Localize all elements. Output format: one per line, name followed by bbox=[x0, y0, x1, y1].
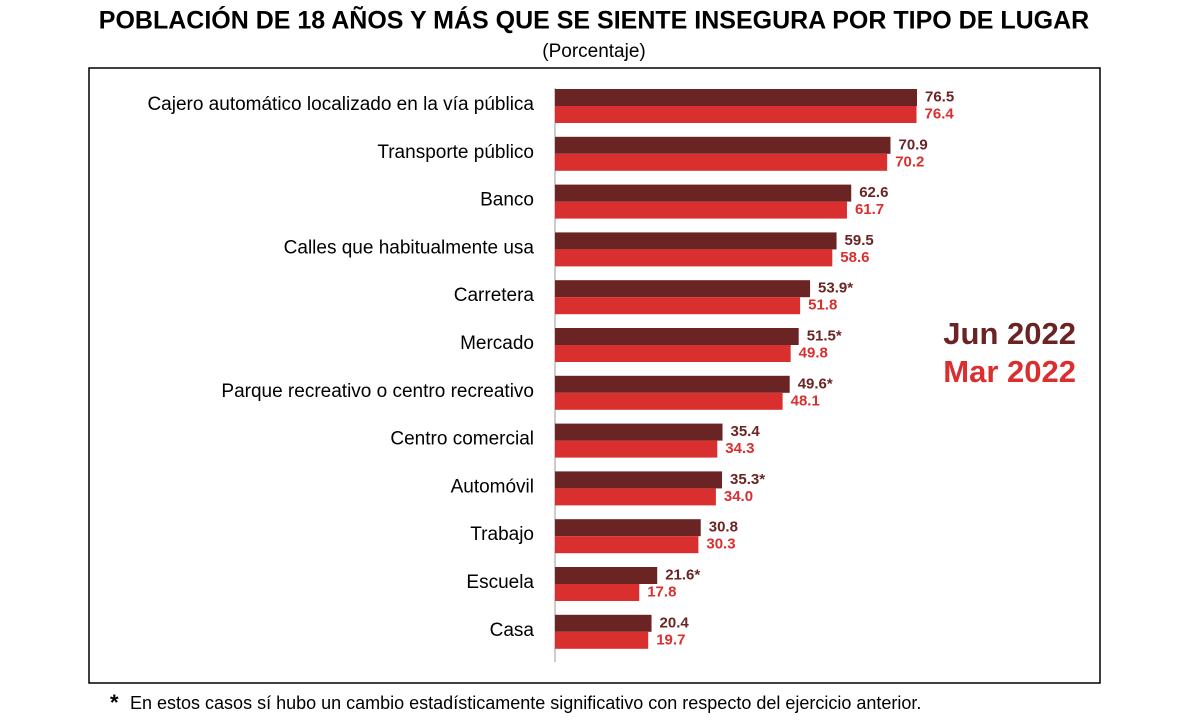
value-label: 62.6 bbox=[859, 184, 888, 201]
chart-title: POBLACIÓN DE 18 AÑOS Y MÁS QUE SE SIENTE… bbox=[99, 5, 1089, 35]
category-label: Trabajo bbox=[470, 524, 534, 545]
value-label: 48.1 bbox=[791, 392, 820, 409]
value-label: 51.5* bbox=[807, 327, 842, 344]
value-label: 58.6 bbox=[840, 249, 869, 266]
bar bbox=[555, 232, 837, 250]
category-label: Carretera bbox=[454, 285, 535, 306]
footnote-marker: * bbox=[110, 690, 119, 715]
value-label: 51.8 bbox=[808, 297, 837, 314]
value-label: 21.6* bbox=[665, 566, 700, 583]
category-label: Banco bbox=[480, 190, 534, 211]
value-label: 53.9* bbox=[818, 280, 853, 297]
bar bbox=[555, 345, 791, 362]
value-label: 19.7 bbox=[656, 631, 685, 648]
category-label: Escuela bbox=[466, 572, 534, 593]
bar bbox=[555, 201, 847, 219]
bar bbox=[555, 536, 699, 554]
value-label: 17.8 bbox=[647, 583, 676, 600]
value-label: 49.8 bbox=[799, 344, 828, 361]
value-label: 49.6* bbox=[798, 375, 833, 392]
bar bbox=[555, 184, 852, 202]
category-label: Parque recreativo o centro recreativo bbox=[221, 381, 534, 402]
bar bbox=[555, 106, 917, 123]
value-label: 76.4 bbox=[925, 105, 955, 122]
bar bbox=[555, 488, 716, 506]
plot-frame bbox=[88, 67, 1101, 684]
footnote: En estos casos sí hubo un cambio estadís… bbox=[130, 693, 921, 713]
value-label: 30.3 bbox=[706, 536, 735, 553]
bar bbox=[555, 153, 888, 171]
value-label: 35.3* bbox=[730, 471, 765, 488]
value-label: 61.7 bbox=[855, 201, 884, 218]
bar bbox=[555, 89, 917, 106]
category-label: Cajero automático localizado en la vía p… bbox=[147, 94, 534, 115]
category-label: Transporte público bbox=[377, 142, 534, 163]
category-label: Mercado bbox=[460, 333, 534, 354]
category-label: Calles que habitualmente usa bbox=[284, 237, 535, 258]
bar bbox=[555, 249, 833, 267]
legend-entry: Jun 2022 bbox=[943, 316, 1076, 351]
bar bbox=[555, 328, 799, 345]
value-label: 34.0 bbox=[724, 488, 753, 505]
value-label: 70.2 bbox=[895, 153, 924, 170]
bar bbox=[555, 584, 640, 601]
value-label: 70.9 bbox=[899, 136, 928, 153]
bar bbox=[555, 375, 790, 393]
bar bbox=[555, 519, 701, 537]
bar bbox=[555, 392, 783, 410]
category-label: Casa bbox=[490, 620, 535, 641]
bar bbox=[555, 471, 723, 489]
bar bbox=[555, 136, 891, 154]
legend-entry: Mar 2022 bbox=[943, 354, 1076, 389]
bar bbox=[555, 280, 811, 298]
value-label: 30.8 bbox=[709, 519, 738, 536]
value-label: 59.5 bbox=[845, 232, 874, 249]
value-label: 34.3 bbox=[725, 440, 754, 457]
bar bbox=[555, 423, 723, 441]
bar bbox=[555, 631, 649, 649]
value-label: 35.4 bbox=[731, 423, 761, 440]
value-label: 76.5 bbox=[925, 88, 954, 105]
category-label: Automóvil bbox=[451, 476, 534, 497]
bar bbox=[555, 614, 652, 632]
bar bbox=[555, 440, 718, 458]
category-label: Centro comercial bbox=[390, 429, 534, 450]
chart-subtitle: (Porcentaje) bbox=[542, 41, 646, 62]
bar bbox=[555, 297, 801, 315]
bar bbox=[555, 567, 658, 584]
value-label: 20.4 bbox=[660, 614, 690, 631]
